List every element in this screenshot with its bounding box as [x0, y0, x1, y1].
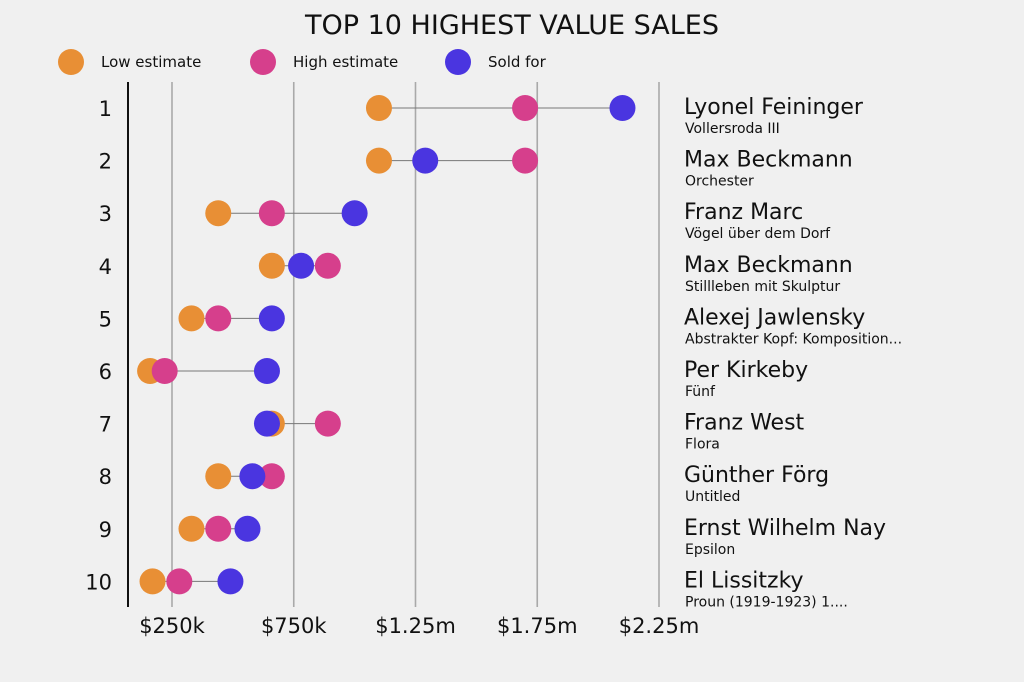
rank-label: 6	[99, 360, 112, 384]
legend: Low estimate High estimate Sold for	[58, 49, 547, 75]
artist-name: Franz Marc	[684, 200, 803, 225]
high-dot	[151, 358, 178, 384]
artist-name: Lyonel Feininger	[684, 95, 864, 120]
low-dot	[139, 568, 166, 595]
low-dot	[258, 252, 285, 279]
work-title: Epsilon	[685, 542, 735, 558]
high-dot	[205, 515, 232, 542]
rank-label: 7	[99, 413, 112, 437]
artist-name: Franz West	[684, 411, 805, 436]
legend-label-high: High estimate	[293, 53, 398, 71]
legend-label-low: Low estimate	[101, 53, 201, 71]
x-tick-label-2: $1.25m	[375, 614, 456, 638]
low-dot	[178, 515, 205, 542]
sold-dot	[234, 515, 261, 542]
artist-name: Ernst Wilhelm Nay	[684, 516, 886, 541]
chart-title: TOP 10 HIGHEST VALUE SALES	[304, 10, 719, 41]
sold-dot	[412, 147, 439, 174]
high-dot	[512, 95, 539, 121]
x-tick-labels: $250k $750k $1.25m $1.75m $2.25m	[139, 614, 699, 638]
low-dot	[365, 95, 392, 121]
sold-dot	[609, 95, 636, 121]
artist-name: Alexej Jawlensky	[684, 305, 865, 330]
artist-name: Günther Förg	[684, 463, 829, 488]
x-tick-label-0: $250k	[139, 614, 205, 638]
x-tick-label-1: $750k	[261, 614, 327, 638]
high-dot	[512, 147, 539, 174]
high-dot	[314, 410, 341, 437]
artist-name: Per Kirkeby	[684, 358, 808, 383]
rank-label: 5	[99, 307, 112, 331]
rank-label: 8	[99, 465, 112, 489]
rank-label: 4	[99, 255, 112, 279]
work-title: Untitled	[685, 489, 740, 505]
high-dot	[166, 568, 193, 595]
work-title: Stillleben mit Skulptur	[685, 279, 840, 295]
low-dot	[178, 305, 205, 332]
sold-dot	[217, 568, 244, 595]
work-title: Flora	[685, 437, 720, 453]
work-title: Vollersroda III	[685, 121, 780, 137]
gridlines	[171, 82, 660, 607]
work-title: Orchester	[685, 174, 754, 190]
artist-name: Max Beckmann	[684, 148, 853, 173]
x-tick-label-3: $1.75m	[497, 614, 578, 638]
sold-dot	[253, 358, 280, 384]
rank-label: 10	[85, 570, 112, 594]
high-dot	[258, 200, 285, 227]
sold-dot	[253, 410, 280, 437]
sold-dot	[258, 305, 285, 332]
work-title: Fünf	[685, 384, 716, 400]
legend-label-sold: Sold for	[488, 53, 547, 71]
rank-label: 9	[99, 518, 112, 542]
high-dot	[205, 305, 232, 332]
low-dot	[205, 463, 232, 490]
sold-dot	[341, 200, 368, 227]
low-dot	[205, 200, 232, 227]
sold-dot	[239, 463, 266, 490]
rank-label: 3	[99, 202, 112, 226]
artist-name: El Lissitzky	[684, 568, 804, 593]
legend-dot-low	[58, 49, 84, 75]
x-tick-label-4: $2.25m	[619, 614, 700, 638]
work-title: Abstrakter Kopf: Komposition...	[685, 331, 902, 347]
work-title: Vögel über dem Dorf	[685, 226, 831, 242]
artist-name: Max Beckmann	[684, 253, 853, 278]
high-dot	[314, 252, 341, 279]
legend-dot-sold	[445, 49, 471, 75]
sold-dot	[288, 252, 315, 279]
rank-label: 2	[99, 150, 112, 174]
high-dot	[258, 463, 285, 490]
work-title: Proun (1919-1923) 1....	[685, 594, 848, 610]
legend-dot-high	[250, 49, 276, 75]
rank-label: 1	[99, 97, 112, 121]
low-dot	[365, 147, 392, 174]
